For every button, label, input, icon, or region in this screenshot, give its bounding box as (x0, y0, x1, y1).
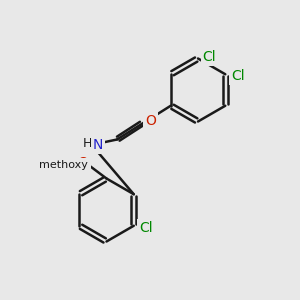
Text: H: H (82, 137, 92, 150)
Text: O: O (78, 156, 88, 170)
Text: methoxy: methoxy (39, 160, 87, 170)
Text: Cl: Cl (202, 50, 216, 64)
Text: Cl: Cl (231, 69, 245, 83)
Text: O: O (146, 114, 156, 128)
Text: Cl: Cl (140, 221, 153, 235)
Text: N: N (93, 138, 103, 152)
